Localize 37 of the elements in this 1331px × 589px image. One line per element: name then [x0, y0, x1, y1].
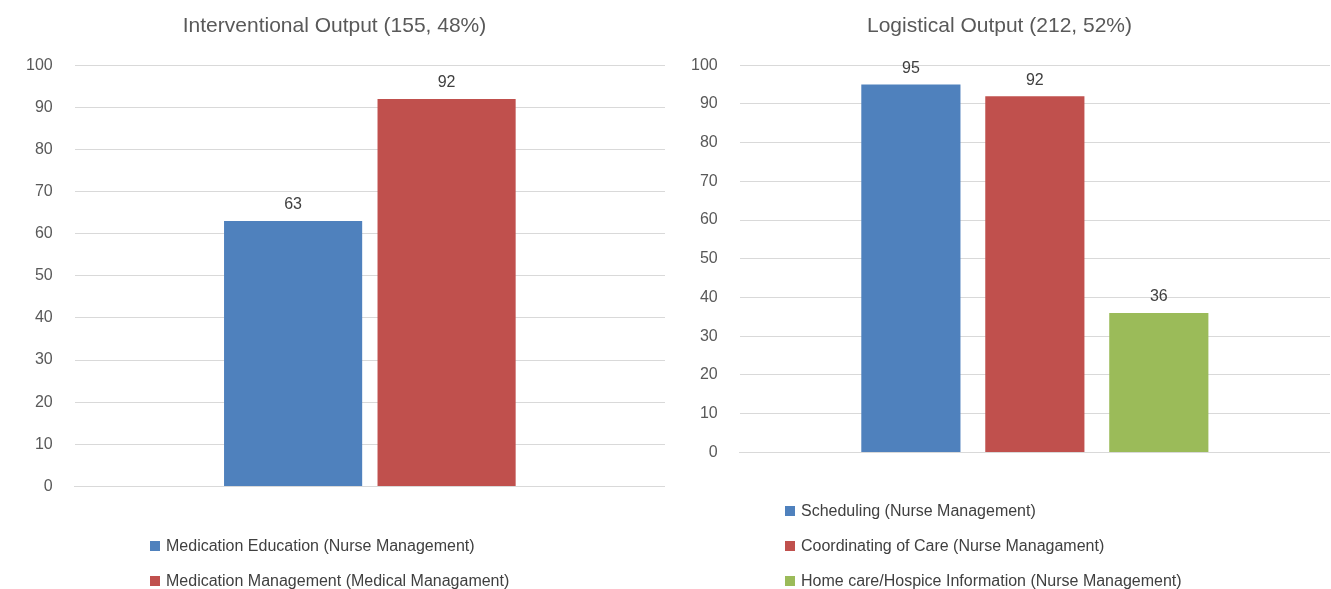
- y-tick-label: 40: [699, 287, 718, 305]
- data-label: 36: [1149, 287, 1168, 305]
- y-tick-label: 90: [34, 97, 53, 115]
- data-label: 92: [1025, 70, 1044, 88]
- y-tick-label: 70: [34, 181, 53, 199]
- y-tick-label: 20: [699, 365, 718, 383]
- y-tick-label: 100: [25, 55, 53, 73]
- chart-title: Logistical Output (212, 52%): [867, 13, 1132, 37]
- bar: [1109, 313, 1209, 452]
- y-tick-label: 80: [699, 133, 718, 151]
- legend-label: Home care/Hospice Information (Nurse Management): [801, 571, 1182, 589]
- legend-label: Medication Management (Medical Managament): [166, 571, 510, 589]
- bar: [861, 84, 961, 452]
- chart-title: Interventional Output (155, 48%): [182, 13, 487, 37]
- y-tick-label: 40: [34, 308, 53, 326]
- y-tick-label: 10: [699, 404, 718, 422]
- bar: [985, 96, 1085, 452]
- y-tick-label: 100: [690, 55, 718, 73]
- legend-label: Medication Education (Nurse Management): [166, 536, 475, 555]
- y-tick-label: 60: [34, 224, 53, 242]
- y-tick-label: 60: [699, 210, 718, 228]
- y-tick-label: 0: [708, 442, 718, 460]
- y-tick-label: 20: [34, 392, 53, 410]
- data-label: 63: [284, 195, 303, 213]
- y-tick-label: 30: [699, 326, 718, 344]
- legend-label: Scheduling (Nurse Management): [801, 501, 1036, 520]
- data-label: 92: [437, 73, 456, 91]
- y-tick-label: 30: [34, 350, 53, 368]
- data-label: 95: [901, 58, 920, 76]
- y-tick-label: 0: [43, 476, 53, 494]
- y-tick-label: 70: [699, 171, 718, 189]
- y-tick-label: 80: [34, 139, 53, 157]
- y-tick-label: 50: [34, 266, 53, 284]
- y-tick-label: 50: [699, 249, 718, 267]
- legend-label: Coordinating of Care (Nurse Managament): [801, 536, 1105, 555]
- y-tick-label: 10: [34, 434, 53, 452]
- y-tick-label: 90: [699, 94, 718, 112]
